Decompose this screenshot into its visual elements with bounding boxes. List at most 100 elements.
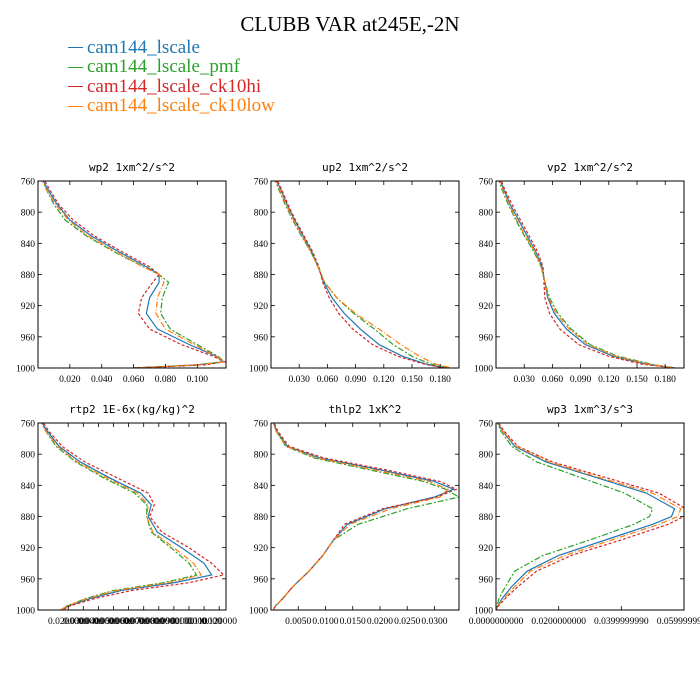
y-tick-label: 800: [479, 209, 494, 219]
y-tick-label: 840: [21, 482, 36, 492]
y-tick-label: 920: [21, 544, 36, 554]
y-tick-label: 920: [254, 544, 269, 554]
x-tick-label: 0.0500000: [93, 617, 134, 627]
x-tick-label: 0.180: [430, 375, 452, 385]
y-tick-label: 800: [21, 209, 36, 219]
x-tick-label: 0.030: [289, 375, 311, 385]
x-tick-label: 0.0399999990: [594, 617, 649, 627]
series-line: [42, 181, 226, 368]
legend: cam144_lscale cam144_lscale_pmf cam144_l…: [68, 37, 275, 117]
x-tick-label: 0.0600000: [108, 617, 149, 627]
y-tick-label: 760: [21, 420, 36, 430]
y-tick-label: 960: [479, 333, 494, 343]
panel-frame: [495, 180, 685, 369]
panel-title: wp2 1xm^2/s^2: [89, 161, 175, 174]
y-tick-label: 760: [254, 420, 269, 430]
panel-title: vp2 1xm^2/s^2: [547, 161, 633, 174]
x-tick-label: 0.180: [655, 375, 677, 385]
y-tick-label: 760: [21, 178, 36, 188]
x-tick-label: 0.0599999990: [657, 617, 700, 627]
series-line: [496, 423, 676, 610]
x-tick-label: 0.120: [373, 375, 395, 385]
series-line: [499, 181, 675, 368]
x-tick-label: 0.0900000: [154, 617, 195, 627]
y-tick-label: 1000: [249, 365, 268, 375]
panel-frame: [270, 180, 460, 369]
x-tick-label: 0.0050: [285, 617, 311, 627]
panel-title: up2 1xm^2/s^2: [322, 161, 408, 174]
x-tick-label: 0.080: [155, 375, 177, 385]
legend-swatch: [68, 105, 83, 107]
panel-title: thlp2 1xK^2: [329, 403, 402, 416]
y-tick-label: 840: [479, 240, 494, 250]
y-tick-label: 1000: [249, 607, 268, 617]
y-tick-label: 880: [254, 271, 269, 281]
x-tick-label: 0.110000: [186, 617, 222, 627]
y-tick-label: 1000: [16, 365, 35, 375]
y-tick-label: 920: [479, 544, 494, 554]
legend-item: cam144_lscale: [68, 37, 275, 58]
x-tick-label: 0.0800000: [139, 617, 180, 627]
y-tick-label: 960: [254, 333, 269, 343]
y-tick-label: 800: [254, 451, 269, 461]
x-tick-label: 0.0200000: [48, 617, 89, 627]
series-line: [40, 423, 198, 610]
x-tick-label: 0.030: [514, 375, 536, 385]
y-tick-label: 880: [479, 271, 494, 281]
x-tick-label: 0.120: [598, 375, 620, 385]
y-tick-label: 880: [254, 513, 269, 523]
x-tick-label: 0.060: [317, 375, 339, 385]
x-tick-label: 0.020: [59, 375, 81, 385]
x-tick-label: 0.0200000000: [531, 617, 586, 627]
legend-swatch: [68, 47, 83, 49]
legend-swatch: [68, 86, 83, 88]
x-tick-label: 0.150: [626, 375, 648, 385]
x-tick-label: 0.100000: [171, 617, 207, 627]
x-tick-label: 0.100: [187, 375, 209, 385]
y-tick-label: 840: [254, 482, 269, 492]
panel-title: wp3 1xm^3/s^3: [547, 403, 633, 416]
series-line: [42, 181, 225, 368]
y-tick-label: 920: [254, 302, 269, 312]
x-tick-label: 0.0150: [340, 617, 366, 627]
y-tick-label: 800: [21, 451, 36, 461]
x-tick-label: 0.0300000: [63, 617, 104, 627]
y-tick-label: 920: [21, 302, 36, 312]
x-tick-label: 0.0300: [421, 617, 447, 627]
y-tick-label: 840: [254, 240, 269, 250]
x-tick-label: 0.060: [123, 375, 145, 385]
y-tick-label: 760: [254, 178, 269, 188]
series-lines: [42, 181, 226, 368]
series-line: [496, 423, 684, 610]
x-tick-label: 0.150: [401, 375, 423, 385]
legend-label: cam144_lscale_ck10low: [87, 95, 275, 117]
series-line: [500, 181, 675, 368]
x-tick-label: 0.0200: [367, 617, 393, 627]
legend-item: cam144_lscale_ck10hi: [68, 76, 275, 97]
x-tick-label: 0.0100: [312, 617, 338, 627]
series-line: [275, 181, 452, 368]
y-tick-label: 760: [479, 178, 494, 188]
series-lines: [274, 181, 452, 368]
figure-title: CLUBB VAR at245E,-2N: [240, 12, 460, 36]
chart-panel: rtp2 1E-6x(kg/kg)^2 760 800 840 880 920 960 100…: [16, 403, 237, 627]
x-tick-label: 0.0700000: [124, 617, 165, 627]
chart-panel: wp3 1xm^3/s^3 760 800 840 880 920 960 10000.000…: [469, 403, 700, 627]
chart-panel: up2 1xm^2/s^2 760 800 840 880 920 960 1000 0.030…: [249, 161, 460, 385]
x-tick-label: 0.040: [91, 375, 113, 385]
y-tick-label: 800: [479, 451, 494, 461]
x-tick-label: 0.120000: [201, 617, 237, 627]
y-tick-label: 920: [479, 302, 494, 312]
series-line: [272, 423, 458, 610]
series-line: [496, 423, 654, 610]
y-tick-label: 800: [254, 209, 269, 219]
series-line: [499, 181, 675, 368]
series-line: [496, 423, 682, 610]
series-line: [44, 181, 226, 368]
y-tick-label: 1000: [474, 607, 493, 617]
series-line: [276, 181, 446, 368]
series-lines: [40, 423, 225, 610]
